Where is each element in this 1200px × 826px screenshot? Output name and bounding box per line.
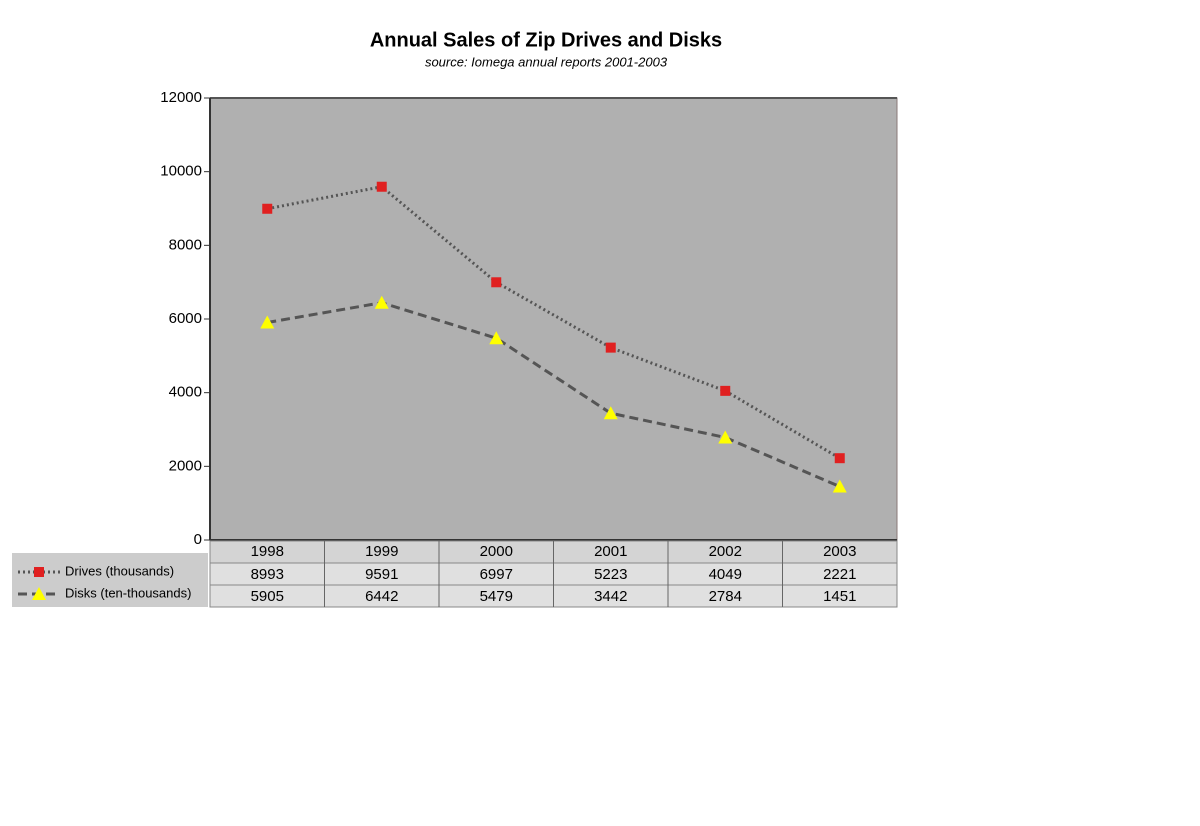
- table-value: 6442: [365, 588, 398, 605]
- x-tick-label: 2003: [823, 543, 856, 560]
- legend-marker: [34, 567, 44, 577]
- y-tick-label: 12000: [160, 89, 202, 106]
- x-tick-label: 1999: [365, 543, 398, 560]
- y-tick-label: 2000: [169, 457, 202, 474]
- marker: [834, 453, 845, 464]
- marker: [374, 295, 389, 309]
- table-value: 8993: [251, 566, 284, 583]
- table-value: 5905: [251, 588, 284, 605]
- y-tick-label: 8000: [169, 236, 202, 253]
- table-value: 3442: [594, 588, 627, 605]
- series-line: [266, 185, 841, 460]
- table-value: 2221: [823, 566, 856, 583]
- legend-marker: [32, 587, 46, 600]
- x-tick-label: 1998: [251, 543, 284, 560]
- series-line: [266, 301, 841, 488]
- marker: [832, 479, 847, 493]
- x-tick-label: 2000: [480, 543, 513, 560]
- chart-subtitle: source: Iomega annual reports 2001-2003: [425, 54, 668, 69]
- y-tick-label: 4000: [169, 384, 202, 401]
- table-value: 1451: [823, 588, 856, 605]
- table-value: 9591: [365, 566, 398, 583]
- marker: [720, 385, 731, 396]
- x-tick-label: 2001: [594, 543, 627, 560]
- table-value: 5479: [480, 588, 513, 605]
- table-value: 6997: [480, 566, 513, 583]
- marker: [491, 277, 502, 288]
- plot-area: [209, 97, 898, 541]
- legend-label: Disks (ten-thousands): [65, 585, 191, 600]
- table-value: 4049: [709, 566, 742, 583]
- y-tick-label: 0: [194, 531, 202, 548]
- chart-title: Annual Sales of Zip Drives and Disks: [370, 29, 722, 51]
- marker: [262, 203, 273, 214]
- y-tick-label: 10000: [160, 163, 202, 180]
- legend-label: Drives (thousands): [65, 563, 174, 578]
- marker: [376, 181, 387, 192]
- table-value: 5223: [594, 566, 627, 583]
- marker: [603, 406, 618, 420]
- marker: [260, 315, 275, 329]
- marker: [605, 342, 616, 353]
- marker: [489, 331, 504, 345]
- x-tick-label: 2002: [709, 543, 742, 560]
- marker: [718, 430, 733, 444]
- y-tick-label: 6000: [169, 310, 202, 327]
- table-value: 2784: [709, 588, 742, 605]
